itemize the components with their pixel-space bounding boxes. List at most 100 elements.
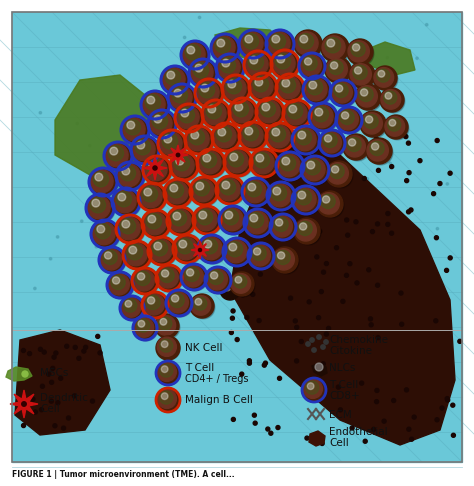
Circle shape — [245, 35, 253, 43]
Circle shape — [224, 240, 247, 263]
Circle shape — [404, 135, 408, 139]
Circle shape — [109, 156, 112, 158]
Circle shape — [386, 117, 409, 140]
Circle shape — [407, 171, 411, 174]
Circle shape — [374, 399, 379, 404]
Circle shape — [382, 90, 405, 113]
Circle shape — [106, 144, 133, 171]
Circle shape — [144, 158, 167, 181]
Circle shape — [323, 36, 350, 63]
Circle shape — [116, 215, 144, 243]
Circle shape — [22, 402, 26, 406]
Circle shape — [107, 272, 133, 298]
Circle shape — [296, 129, 311, 145]
Circle shape — [190, 61, 213, 84]
Circle shape — [50, 381, 54, 384]
Circle shape — [137, 163, 140, 166]
Circle shape — [196, 182, 204, 190]
Circle shape — [348, 41, 369, 62]
Circle shape — [341, 112, 349, 119]
Circle shape — [327, 327, 330, 330]
Circle shape — [222, 181, 230, 189]
Circle shape — [177, 276, 179, 278]
Circle shape — [268, 125, 295, 152]
Circle shape — [167, 207, 195, 235]
Circle shape — [350, 426, 354, 430]
Circle shape — [309, 81, 317, 89]
Circle shape — [95, 245, 98, 248]
Circle shape — [175, 237, 202, 264]
Circle shape — [138, 183, 166, 211]
Circle shape — [326, 161, 352, 187]
Circle shape — [99, 247, 125, 273]
Circle shape — [255, 78, 263, 86]
Circle shape — [354, 220, 358, 224]
Circle shape — [253, 421, 257, 425]
Circle shape — [250, 245, 275, 270]
Circle shape — [197, 81, 224, 108]
Circle shape — [190, 177, 218, 205]
Circle shape — [90, 197, 106, 213]
Circle shape — [148, 215, 156, 223]
Circle shape — [320, 132, 341, 153]
Circle shape — [404, 388, 409, 392]
Circle shape — [369, 323, 373, 327]
Circle shape — [144, 294, 169, 319]
Circle shape — [243, 34, 259, 49]
Circle shape — [400, 322, 404, 326]
Circle shape — [356, 86, 377, 107]
Circle shape — [59, 376, 63, 381]
Circle shape — [295, 178, 297, 180]
Circle shape — [125, 300, 132, 307]
Circle shape — [201, 84, 209, 92]
Circle shape — [295, 220, 316, 241]
Circle shape — [275, 219, 283, 226]
Circle shape — [168, 209, 191, 232]
Circle shape — [374, 137, 378, 141]
Circle shape — [120, 296, 144, 320]
Circle shape — [388, 118, 401, 131]
Circle shape — [209, 240, 211, 243]
Circle shape — [142, 292, 168, 318]
Circle shape — [173, 212, 181, 220]
Circle shape — [244, 51, 272, 79]
Circle shape — [300, 150, 304, 154]
Circle shape — [374, 158, 377, 162]
Circle shape — [160, 391, 173, 404]
Circle shape — [406, 141, 410, 145]
Circle shape — [245, 180, 271, 207]
Circle shape — [345, 136, 370, 161]
Circle shape — [186, 128, 209, 151]
Circle shape — [289, 296, 292, 300]
Circle shape — [355, 281, 359, 285]
Circle shape — [321, 34, 349, 62]
Circle shape — [38, 347, 42, 351]
Circle shape — [304, 381, 326, 402]
Circle shape — [73, 346, 77, 349]
Circle shape — [295, 359, 299, 363]
Circle shape — [49, 258, 52, 260]
Circle shape — [256, 154, 264, 162]
Circle shape — [351, 42, 365, 56]
Circle shape — [191, 295, 210, 315]
Circle shape — [147, 159, 163, 175]
Circle shape — [435, 236, 438, 240]
Circle shape — [116, 191, 132, 207]
Circle shape — [317, 316, 320, 320]
Circle shape — [301, 220, 305, 224]
Circle shape — [311, 105, 338, 132]
Circle shape — [92, 222, 115, 245]
Circle shape — [137, 141, 145, 149]
Circle shape — [22, 371, 28, 377]
Circle shape — [273, 249, 294, 270]
Circle shape — [310, 338, 314, 342]
Circle shape — [446, 183, 448, 185]
Circle shape — [176, 153, 180, 156]
Circle shape — [300, 55, 321, 76]
Circle shape — [105, 144, 128, 167]
Circle shape — [381, 89, 401, 109]
Circle shape — [228, 292, 233, 296]
Circle shape — [81, 220, 83, 223]
Circle shape — [233, 102, 248, 117]
Circle shape — [179, 240, 187, 248]
